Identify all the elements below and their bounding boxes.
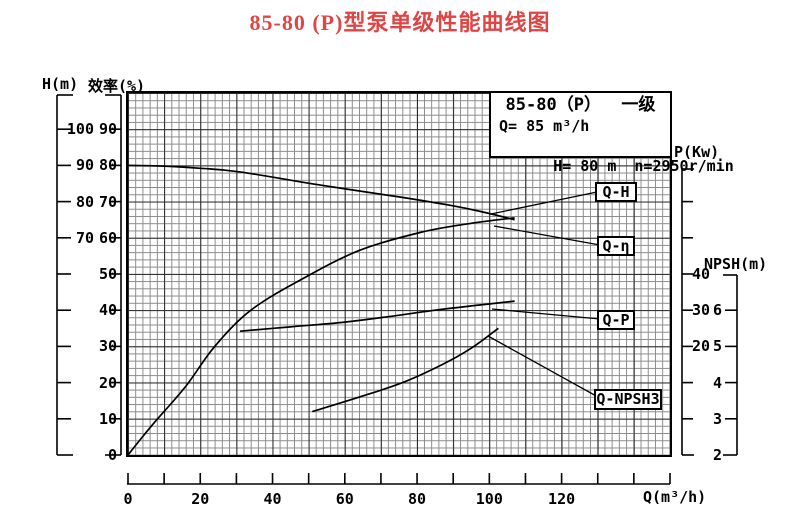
q-tick-label: 100 <box>475 490 503 508</box>
rating-box: 85-80（P） 一级 Q= 85 m³/h H= 80 m n=2950r/mi… <box>489 91 734 175</box>
eff-tick-label: 70 <box>98 192 117 211</box>
eff-tick-label: 30 <box>98 337 117 356</box>
q-axis-title: Q(m³/h) <box>643 488 707 506</box>
p-axis-title: P(Kw) <box>674 143 720 161</box>
eff-axis-title: 效率(%) <box>88 77 146 95</box>
p-tick-label: 20 <box>692 337 711 356</box>
curve-label-qh: Q-H <box>595 182 637 202</box>
rating-model: 85-80（P） 一级 <box>505 95 656 115</box>
npsh-tick-label: 3 <box>712 409 722 428</box>
q-tick-label: 80 <box>408 490 427 508</box>
npsh-axis-title: NPSH(m) <box>704 255 768 273</box>
q-tick-label: 20 <box>191 490 210 508</box>
h-axis-title: H(m) <box>42 75 79 93</box>
eff-tick-label: 80 <box>98 156 117 175</box>
npsh-tick-label: 6 <box>712 301 722 320</box>
npsh-tick-label: 5 <box>712 337 722 356</box>
eff-tick-label: 60 <box>98 228 117 247</box>
rating-flow: Q= 85 m³/h <box>499 117 590 135</box>
p-tick-label: 40 <box>692 265 711 283</box>
npsh-tick-label: 2 <box>712 446 722 464</box>
curve-label-qp: Q-P <box>597 310 635 330</box>
h-tick-label: 90 <box>75 156 94 175</box>
eff-tick-label: 10 <box>98 409 117 428</box>
curve-label-qeta: Q-η <box>597 236 635 256</box>
q-tick-label: 40 <box>263 490 282 508</box>
q-tick-label: 120 <box>548 490 576 508</box>
rating-head-speed: H= 80 m n=2950r/min <box>497 136 734 196</box>
curve-label-qnpsh: Q-NPSH3 <box>594 389 662 410</box>
npsh-tick-label: 4 <box>712 373 722 392</box>
h-tick-label: 80 <box>75 192 94 211</box>
rating-head: H= 80 m <box>553 157 617 175</box>
rating-speed: n=2950r/min <box>634 157 734 175</box>
eff-tick-label: 0 <box>107 446 117 464</box>
eff-tick-label: 20 <box>98 373 117 392</box>
h-tick-label: 100 <box>66 120 94 139</box>
page-title: 85-80 (P)型泵单级性能曲线图 <box>249 10 551 35</box>
q-tick-label: 60 <box>335 490 354 508</box>
eff-tick-label: 40 <box>98 301 117 320</box>
q-tick-label: 0 <box>123 490 133 508</box>
p-tick-label: 30 <box>692 301 711 320</box>
h-tick-label: 70 <box>75 228 94 247</box>
eff-tick-label: 50 <box>98 265 117 283</box>
eff-tick-label: 90 <box>98 120 117 139</box>
